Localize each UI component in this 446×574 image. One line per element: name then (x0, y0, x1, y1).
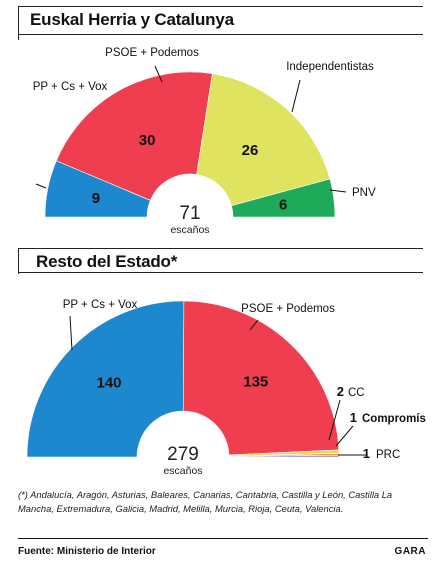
seat-value-pp-cs-vox: 140 (96, 375, 121, 392)
party-label-psoe-podemos: PSOE + Podemos (241, 303, 335, 315)
total-seats: 71 (179, 203, 200, 224)
seat-value-psoe-podemos: 30 (139, 132, 156, 149)
seat-segment-psoe-podemos (55, 71, 213, 201)
party-label-pp-cs-vox: PP + Cs + Vox (63, 299, 138, 311)
party-label-independentistas: Independentistas (286, 61, 374, 73)
seat-segment-pnv (231, 178, 336, 218)
seat-value-pp-cs-vox: 9 (92, 190, 100, 207)
party-label-prc: PRC (376, 449, 400, 461)
parliament-chart-1: 9 PP + Cs + Vox 30 PSOE + Podemos 26 Independ… (33, 47, 376, 236)
total-seats-label: escaños (170, 224, 209, 236)
party-label-pp-cs-vox: PP + Cs + Vox (33, 81, 108, 93)
seat-value-comprom-s: 1 (350, 410, 357, 425)
party-label-comprom-s: Compromís (362, 413, 426, 425)
total-seats-label: escaños (163, 465, 202, 477)
leader-line-psoe-podemos (154, 65, 163, 83)
chart-title-1: Euskal Herria y Catalunya (30, 10, 234, 29)
section-frame-left-1 (18, 6, 19, 40)
seat-value-prc: 1 (363, 446, 370, 461)
party-label-pnv: PNV (352, 187, 376, 199)
party-label-cc: CC (348, 387, 365, 399)
section-rule-bottom-2 (18, 272, 423, 273)
section-rule-bottom-1 (18, 34, 423, 35)
total-seats: 279 (167, 444, 199, 465)
seat-segment-prc (228, 454, 340, 458)
seat-segment-pp-cs-vox (26, 300, 185, 458)
section-rule-top-1 (18, 6, 423, 7)
footer-rule (18, 538, 428, 539)
parliament-chart-2: 140 PP + Cs + Vox 135 PSOE + Podemos 2 CC 1 Com… (26, 299, 426, 477)
seat-value-psoe-podemos: 135 (243, 373, 268, 390)
leader-line-pnv (329, 189, 347, 193)
seat-value-pnv: 6 (279, 197, 287, 214)
leader-line-comprom-s (335, 425, 354, 447)
source-text: Fuente: Ministerio de Interior (18, 546, 156, 557)
party-label-psoe-podemos: PSOE + Podemos (105, 47, 199, 59)
seat-segment-independentistas (196, 73, 331, 207)
leader-line-pp-cs-vox (69, 315, 73, 351)
leader-line-cc (328, 399, 341, 441)
footnote: (*) Andalucía, Aragón, Asturias, Baleare… (18, 489, 393, 514)
seat-value-independentistas: 26 (242, 142, 259, 159)
section-frame-left-2 (18, 248, 19, 274)
section-rule-top-2 (18, 248, 423, 249)
leader-line-psoe-podemos (249, 319, 259, 331)
brand-logo: GARA (394, 546, 426, 557)
leader-line-independentistas (291, 79, 301, 113)
seat-value-cc: 2 (337, 384, 344, 399)
chart-title-2: Resto del Estado* (36, 252, 178, 271)
leader-line-pp-cs-vox (35, 183, 47, 189)
